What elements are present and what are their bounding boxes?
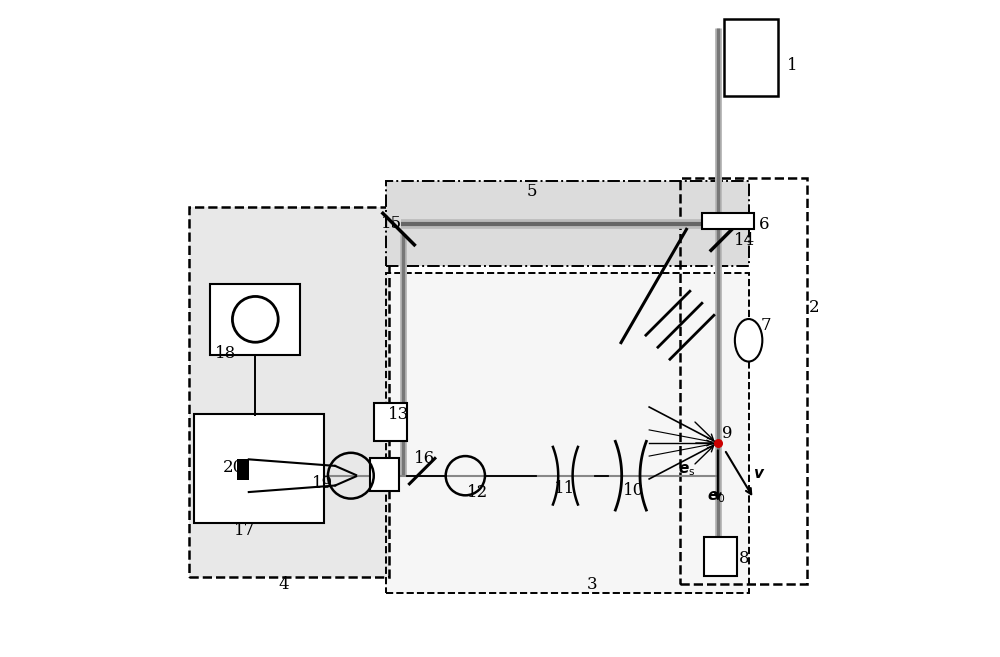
Ellipse shape bbox=[735, 319, 762, 361]
Bar bbox=[724, 19, 778, 97]
Bar bbox=[189, 208, 389, 577]
Text: 2: 2 bbox=[809, 299, 819, 316]
Bar bbox=[386, 273, 749, 593]
Bar bbox=[237, 459, 249, 480]
Text: 7: 7 bbox=[760, 317, 771, 334]
Bar bbox=[374, 403, 407, 441]
Bar bbox=[210, 284, 300, 355]
Text: 20: 20 bbox=[223, 459, 245, 476]
Text: $\boldsymbol{e}_0$: $\boldsymbol{e}_0$ bbox=[707, 489, 725, 505]
Text: 3: 3 bbox=[586, 576, 597, 593]
Bar bbox=[386, 181, 749, 266]
Text: $\boldsymbol{e}_\mathrm{s}$: $\boldsymbol{e}_\mathrm{s}$ bbox=[678, 463, 695, 478]
Bar bbox=[386, 181, 749, 266]
Bar bbox=[189, 208, 389, 577]
Text: $\boldsymbol{v}$: $\boldsymbol{v}$ bbox=[753, 466, 766, 481]
Text: 17: 17 bbox=[234, 522, 255, 539]
Text: 14: 14 bbox=[734, 232, 755, 249]
Text: 16: 16 bbox=[414, 450, 435, 467]
Bar bbox=[194, 413, 324, 524]
Bar bbox=[370, 458, 399, 491]
Bar bbox=[386, 273, 749, 593]
Text: 12: 12 bbox=[467, 484, 488, 501]
Text: 13: 13 bbox=[387, 406, 409, 423]
Text: 9: 9 bbox=[722, 426, 733, 442]
Text: 10: 10 bbox=[623, 482, 644, 499]
Text: 5: 5 bbox=[526, 183, 537, 200]
Text: 15: 15 bbox=[381, 215, 402, 232]
Text: 4: 4 bbox=[279, 576, 289, 593]
Text: 19: 19 bbox=[312, 475, 333, 492]
Bar bbox=[680, 178, 807, 583]
Text: 18: 18 bbox=[215, 345, 237, 362]
Text: 1: 1 bbox=[787, 57, 797, 74]
Bar bbox=[704, 537, 737, 576]
Text: 6: 6 bbox=[758, 216, 769, 233]
Text: 8: 8 bbox=[739, 550, 749, 567]
Bar bbox=[702, 213, 754, 229]
Text: 11: 11 bbox=[554, 480, 575, 497]
